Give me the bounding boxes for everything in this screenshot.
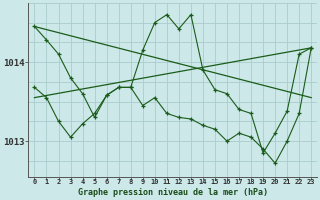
X-axis label: Graphe pression niveau de la mer (hPa): Graphe pression niveau de la mer (hPa) [78,188,268,197]
